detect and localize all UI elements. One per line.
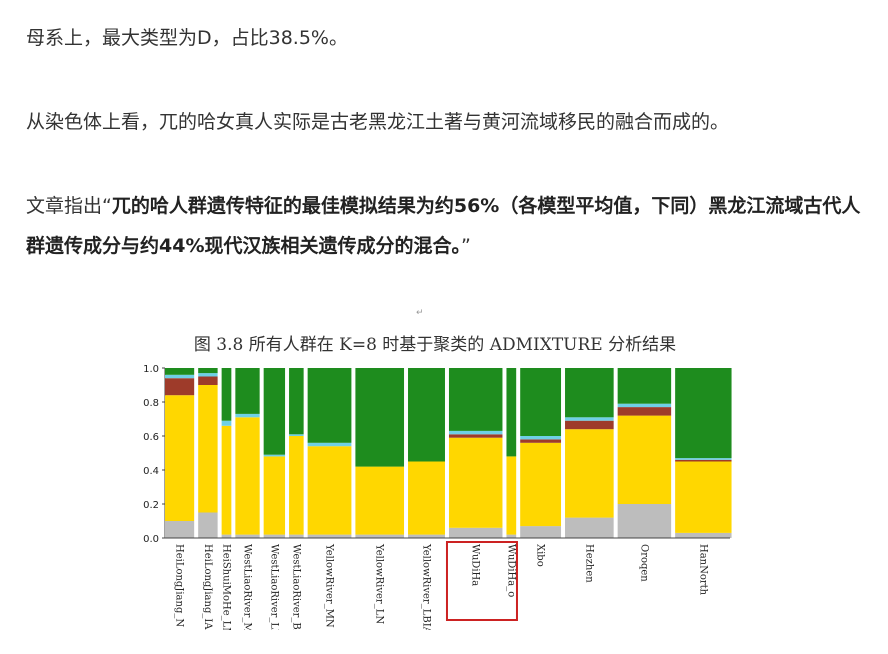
bar-WestLiaoRiver_LN-yellow: [263, 456, 286, 535]
bar-Oroqen-grey: [617, 504, 672, 538]
bar-WestLiaoRiver_MN-cyan: [235, 413, 260, 418]
bar-YellowRiver_LN-yellow: [355, 466, 405, 535]
pop-label-HeiLongJiang_IA: HeiLongJiang_IA: [202, 544, 213, 630]
bar-HeiLongJiang_N-grey: [165, 521, 195, 538]
bar-WuDiHa_o-green: [506, 368, 517, 457]
y-tick-label: 0.2: [143, 500, 159, 511]
paragraph-chromosome: 从染色体上看，兀的哈女真人实际是古老黑龙江土著与黄河流域移民的融合而成的。: [26, 111, 730, 133]
bar-YellowRiver_MN-yellow: [307, 446, 352, 535]
paragraph-maternal: 母系上，最大类型为D，占比38.5%。: [26, 27, 348, 49]
y-tick-label: 0.8: [143, 398, 159, 409]
bar-WestLiaoRiver_BA-yellow: [289, 436, 304, 535]
pop-label-HanNorth: HanNorth: [697, 544, 708, 596]
quote-open: 文章指出“: [26, 195, 112, 217]
bar-Xibo-cyan: [520, 436, 562, 440]
bar-HeiShuiMoHe_LM-grey: [221, 534, 232, 538]
pop-label-WestLiaoRiver_LN: WestLiaoRiver_LN: [268, 544, 279, 630]
bar-HanNorth-green: [675, 368, 732, 459]
bar-Oroqen-brown: [617, 407, 672, 416]
pop-label-YellowRiver_LN: YellowRiver_LN: [374, 543, 385, 624]
bar-HanNorth-cyan: [675, 458, 732, 460]
paragraph-quote: 文章指出“兀的哈人群遗传特征的最佳模拟结果为约56%（各模型平均值，下同）黑龙江…: [26, 186, 876, 266]
bar-HeiShuiMoHe_LM-yellow: [221, 425, 232, 535]
bar-YellowRiver_LN-grey: [355, 534, 405, 538]
bar-Xibo-yellow: [520, 442, 562, 527]
pop-label-Xibo: Xibo: [535, 544, 546, 567]
bar-YellowRiver_MN-grey: [307, 534, 352, 538]
bar-HeiShuiMoHe_LM-cyan: [221, 420, 232, 426]
bar-YellowRiver_LBIA-green: [408, 368, 445, 462]
bar-WuDiHa-green: [448, 368, 503, 431]
bar-Xibo-brown: [520, 439, 562, 443]
bar-Xibo-grey: [520, 526, 562, 538]
bar-HeiLongJiang_N-cyan: [165, 374, 195, 379]
pop-label-WuDiHa_o: WuDiHa_o: [505, 544, 516, 597]
bar-HanNorth-brown: [675, 459, 732, 462]
bar-WestLiaoRiver_LN-cyan: [263, 454, 286, 457]
y-tick-label: 0.6: [143, 432, 159, 443]
bar-WestLiaoRiver_BA-grey: [289, 534, 304, 538]
bar-Oroqen-cyan: [617, 403, 672, 408]
bar-YellowRiver_MN-cyan: [307, 442, 352, 447]
bar-HanNorth-grey: [675, 532, 732, 538]
bar-YellowRiver_LN-green: [355, 368, 405, 467]
bar-WestLiaoRiver_LN-green: [263, 368, 286, 455]
bar-WuDiHa-yellow: [448, 437, 503, 528]
bar-WestLiaoRiver_BA-green: [289, 368, 304, 435]
pop-label-WestLiaoRiver_BA: WestLiaoRiver_BA: [290, 544, 301, 630]
bar-HeiLongJiang_N-brown: [165, 378, 195, 396]
admixture-figure: 图 3.8 所有人群在 K=8 时基于聚类的 ADMIXTURE 分析结果 1.0…: [130, 300, 750, 630]
bar-Hezhen-brown: [565, 420, 614, 430]
bar-WestLiaoRiver_LN-grey: [263, 534, 286, 538]
chart-title: 图 3.8 所有人群在 K=8 时基于聚类的 ADMIXTURE 分析结果: [194, 335, 676, 355]
bar-WuDiHa_o-grey: [506, 534, 517, 538]
admixture-chart-svg: 图 3.8 所有人群在 K=8 时基于聚类的 ADMIXTURE 分析结果 1.0…: [143, 335, 732, 630]
bar-HeiShuiMoHe_LM-green: [221, 368, 232, 421]
bar-WuDiHa-brown: [448, 434, 503, 438]
bar-HeiLongJiang_IA-grey: [198, 512, 218, 538]
bar-Oroqen-yellow: [617, 415, 672, 504]
bar-WuDiHa_o-yellow: [506, 456, 517, 535]
bar-WestLiaoRiver_BA-cyan: [289, 434, 304, 436]
bar-Hezhen-grey: [565, 517, 614, 538]
bar-Hezhen-yellow: [565, 429, 614, 518]
bar-HeiLongJiang_IA-cyan: [198, 373, 218, 377]
bar-YellowRiver_LBIA-grey: [408, 534, 445, 538]
pop-label-WuDiHa: WuDiHa: [470, 544, 481, 586]
bar-HeiLongJiang_IA-green: [198, 368, 218, 374]
pop-label-WestLiaoRiver_MN: WestLiaoRiver_MN: [242, 544, 253, 630]
pop-label-Hezhen: Hezhen: [583, 544, 594, 583]
y-tick-label: 1.0: [143, 364, 159, 375]
bar-WuDiHa-grey: [448, 527, 503, 538]
pop-label-YellowRiver_LBIA: YellowRiver_LBIA: [421, 543, 432, 630]
bar-WuDiHa-cyan: [448, 430, 503, 435]
quote-bold-text: 兀的哈人群遗传特征的最佳模拟结果为约56%（各模型平均值，下同）黑龙江流域古代人…: [26, 195, 861, 257]
bar-Hezhen-cyan: [565, 417, 614, 421]
bar-HanNorth-yellow: [675, 461, 732, 533]
pop-label-YellowRiver_MN: YellowRiver_MN: [324, 543, 335, 628]
pop-label-HeiShuiMoHe_LM: HeiShuiMoHe_LM: [220, 544, 231, 630]
bar-HeiLongJiang_N-yellow: [165, 395, 195, 521]
quote-close: ”: [460, 235, 471, 257]
bar-YellowRiver_LBIA-yellow: [408, 461, 445, 535]
y-tick-label: 0.0: [143, 534, 159, 545]
pop-label-Oroqen: Oroqen: [638, 544, 649, 582]
paragraph-marker: ↵: [416, 308, 424, 318]
bar-Xibo-green: [520, 368, 562, 436]
bar-HeiLongJiang_N-green: [165, 368, 195, 375]
highlight-box: [445, 541, 518, 621]
bar-YellowRiver_MN-green: [307, 368, 352, 443]
bar-HeiLongJiang_IA-yellow: [198, 385, 218, 513]
bar-Oroqen-green: [617, 368, 672, 404]
bar-WestLiaoRiver_MN-grey: [235, 534, 260, 538]
bar-WestLiaoRiver_MN-yellow: [235, 417, 260, 535]
pop-label-HeiLongJiang_N: HeiLongJiang_N: [174, 544, 185, 627]
bar-Hezhen-green: [565, 368, 614, 418]
y-tick-label: 0.4: [143, 466, 159, 477]
bar-WestLiaoRiver_MN-green: [235, 368, 260, 414]
bar-HeiLongJiang_IA-brown: [198, 376, 218, 385]
